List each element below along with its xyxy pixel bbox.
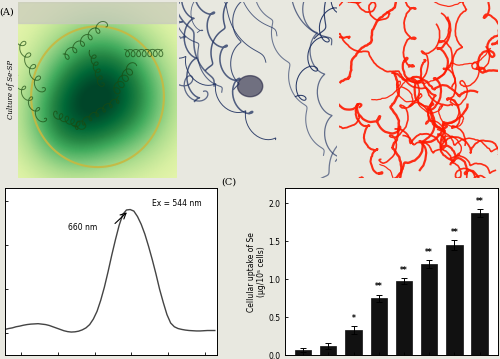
Text: **: ** — [450, 228, 458, 237]
Polygon shape — [18, 2, 176, 23]
Bar — [295, 350, 312, 355]
Text: **: ** — [426, 248, 433, 257]
Bar — [396, 281, 412, 355]
Text: 660 nm: 660 nm — [68, 223, 97, 232]
Bar — [346, 330, 362, 355]
Bar — [320, 346, 336, 355]
Text: (C): (C) — [222, 178, 236, 187]
Text: *: * — [352, 314, 356, 323]
Bar — [472, 213, 488, 355]
Text: **: ** — [400, 266, 408, 275]
Bar — [446, 245, 462, 355]
Text: **: ** — [476, 197, 484, 206]
Text: Ex = 544 nm: Ex = 544 nm — [152, 199, 202, 208]
Text: (A): (A) — [0, 7, 14, 16]
Y-axis label: Cellular uptake of Se
(μg/10⁵ cells): Cellular uptake of Se (μg/10⁵ cells) — [246, 232, 266, 312]
Bar — [421, 264, 438, 355]
Polygon shape — [238, 76, 262, 97]
Bar — [370, 298, 387, 355]
Text: Culture of Se-SP: Culture of Se-SP — [6, 60, 14, 119]
Text: **: ** — [375, 283, 382, 292]
